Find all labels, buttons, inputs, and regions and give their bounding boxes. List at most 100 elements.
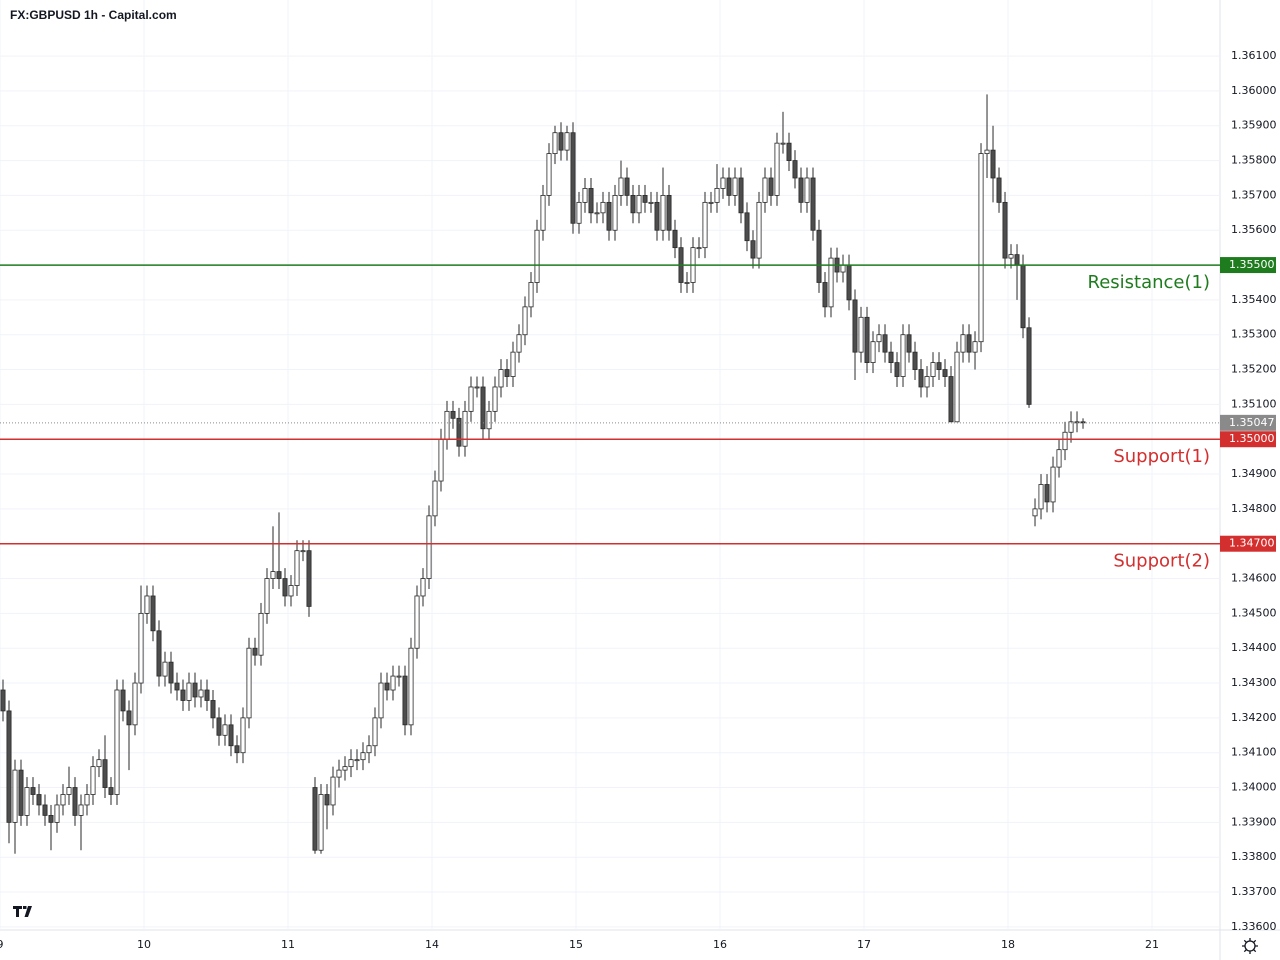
- candle-body: [276, 571, 282, 579]
- candle-body: [582, 188, 588, 203]
- candle-body: [936, 362, 942, 370]
- candle-body: [462, 410, 468, 447]
- candle-body: [870, 341, 876, 363]
- candle-body: [234, 745, 240, 754]
- candle-body: [354, 759, 360, 762]
- candle-body: [186, 682, 192, 701]
- candle-body: [492, 386, 498, 412]
- candle-body: [1068, 421, 1074, 433]
- candle-body: [426, 515, 432, 579]
- candle-body: [90, 766, 96, 795]
- candle-body: [864, 316, 870, 363]
- candle-body: [744, 212, 750, 242]
- candle-body: [900, 334, 906, 377]
- candle-body: [978, 153, 984, 343]
- candle-body: [876, 334, 882, 343]
- y-tick-label: 1.35900: [1231, 119, 1277, 132]
- candle-body: [774, 142, 780, 196]
- y-tick-label: 1.35400: [1231, 293, 1277, 306]
- candle-body: [240, 717, 246, 754]
- candle-body: [384, 682, 390, 691]
- candle-body: [342, 766, 348, 771]
- candle-body: [966, 334, 972, 353]
- candle-body: [594, 212, 600, 215]
- candle-body: [12, 769, 18, 823]
- candle-body: [816, 229, 822, 283]
- candle-body: [942, 369, 948, 377]
- candle-body: [372, 717, 378, 747]
- candle-body: [48, 815, 54, 823]
- y-tick-label: 1.34800: [1231, 502, 1277, 515]
- x-tick-label: 18: [1001, 938, 1015, 951]
- candle-body: [204, 689, 210, 701]
- candle-body: [612, 195, 618, 231]
- y-tick-label: 1.35300: [1231, 328, 1277, 341]
- candle-body: [660, 195, 666, 231]
- candle-body: [480, 386, 486, 430]
- last-price-badge: [1220, 414, 1276, 431]
- settings-icon[interactable]: [1242, 938, 1258, 954]
- logo: [10, 902, 40, 920]
- candle-body: [1044, 484, 1050, 503]
- candle-body: [732, 177, 738, 196]
- candle-body: [924, 376, 930, 388]
- candle-body: [0, 689, 6, 712]
- gear-teeth[interactable]: [1242, 938, 1258, 954]
- candle-body: [420, 578, 426, 597]
- candle-body: [672, 229, 678, 249]
- candle-body: [306, 550, 312, 607]
- candle-body: [930, 362, 936, 377]
- candle-body: [618, 177, 624, 196]
- candle-body: [324, 794, 330, 806]
- candle-body: [66, 787, 72, 795]
- candle-body: [1056, 449, 1062, 468]
- x-tick-label: 17: [857, 938, 871, 951]
- candle-body: [528, 282, 534, 308]
- candle-body: [996, 177, 1002, 203]
- candle-body: [330, 776, 336, 806]
- candle-body: [648, 201, 654, 204]
- candle-body: [714, 188, 720, 203]
- y-tick-label: 1.33900: [1231, 815, 1277, 828]
- y-tick-label: 1.35600: [1231, 223, 1277, 236]
- y-tick-label: 1.34300: [1231, 676, 1277, 689]
- candle-body: [702, 201, 708, 249]
- candle-body: [102, 759, 108, 788]
- candle-body: [882, 334, 888, 353]
- candle-body: [228, 724, 234, 747]
- candle-body: [696, 247, 702, 250]
- level-badge: [1220, 431, 1276, 448]
- candle-body: [558, 132, 564, 151]
- candle-body: [768, 177, 774, 196]
- candle-body: [642, 195, 648, 203]
- candle-body: [858, 316, 864, 353]
- candle-body: [162, 661, 168, 677]
- candle-body: [726, 177, 732, 196]
- candle-body: [516, 334, 522, 353]
- candle-body: [72, 787, 78, 816]
- y-tick-label: 1.34400: [1231, 641, 1277, 654]
- candle-body: [498, 369, 504, 388]
- candle-body: [126, 710, 132, 726]
- candle-body: [18, 769, 24, 816]
- candle-body: [804, 177, 810, 203]
- y-tick-label: 1.36100: [1231, 49, 1277, 62]
- candle-body: [42, 804, 48, 816]
- x-tick-label: 14: [425, 938, 439, 951]
- y-tick-label: 1.34000: [1231, 781, 1277, 794]
- candle-body: [1014, 254, 1020, 266]
- level-price: 1.35000: [1229, 432, 1275, 445]
- candle-body: [288, 585, 294, 597]
- y-tick-label: 1.36000: [1231, 84, 1277, 97]
- candle-body: [534, 229, 540, 283]
- candle-body: [108, 787, 114, 795]
- y-tick-label: 1.35800: [1231, 154, 1277, 167]
- candle-body: [564, 132, 570, 151]
- candle-body: [1062, 431, 1068, 451]
- candle-body: [588, 188, 594, 214]
- candle-body: [132, 682, 138, 726]
- candle-body: [6, 710, 12, 823]
- candle-body: [540, 195, 546, 231]
- candle-body: [546, 153, 552, 196]
